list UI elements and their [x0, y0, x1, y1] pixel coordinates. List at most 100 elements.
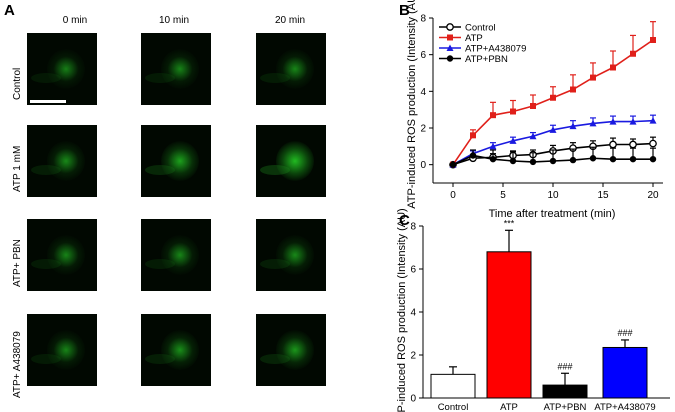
x-tick-label: 20 — [647, 190, 659, 201]
category-label: ATP+A438079 — [594, 402, 655, 412]
microscopy-tile — [256, 33, 326, 105]
legend-label: ATP+PBN — [465, 54, 508, 65]
microscopy-tile — [27, 33, 97, 105]
data-point — [530, 103, 536, 109]
data-point — [510, 108, 516, 115]
data-point — [650, 37, 656, 43]
y-tick-label: 8 — [410, 222, 416, 233]
legend-entry: Control — [439, 23, 496, 34]
data-point — [509, 157, 517, 165]
microscopy-tile — [27, 314, 97, 386]
data-point — [629, 118, 637, 125]
timepoint-label: 10 min — [158, 15, 189, 26]
microscopy-tile — [141, 125, 211, 197]
microscopy-tile — [256, 219, 326, 291]
significance-label: *** — [504, 218, 515, 228]
data-point — [529, 158, 537, 166]
cell-process — [31, 354, 61, 364]
microscopy-tile — [141, 33, 211, 105]
y-tick-label: 6 — [420, 50, 426, 61]
data-point — [649, 139, 657, 148]
data-point — [449, 161, 457, 168]
bar-group: Control — [430, 366, 476, 412]
cell-process — [260, 354, 290, 364]
cell-fluorescence — [276, 235, 314, 275]
bar — [486, 251, 532, 399]
cell-process — [31, 165, 61, 175]
data-point — [447, 34, 453, 41]
cell-fluorescence — [47, 235, 85, 275]
cell-process — [31, 73, 61, 83]
y-axis-label: ATP-induced ROS production (Intensity (A… — [396, 208, 408, 412]
panel-letter-b: B — [399, 2, 410, 19]
data-point — [589, 119, 597, 127]
cell-fluorescence — [161, 141, 199, 181]
data-point — [549, 126, 557, 133]
data-point — [446, 55, 454, 62]
y-tick-label: 6 — [410, 265, 416, 276]
timepoint-label: 0 min — [62, 15, 88, 26]
microscopy-tile — [141, 219, 211, 291]
y-tick-label: 4 — [410, 308, 416, 319]
category-label: ATP+PBN — [544, 402, 587, 412]
data-point — [470, 132, 476, 139]
panel-letter-c: C — [399, 212, 410, 229]
data-point — [446, 44, 454, 51]
cell-fluorescence — [276, 141, 314, 181]
cell-process — [145, 259, 175, 269]
cell-fluorescence — [276, 330, 314, 370]
cell-fluorescence — [161, 330, 199, 370]
panel-letter-a: A — [4, 2, 15, 19]
data-point — [649, 155, 657, 163]
data-point — [609, 118, 617, 125]
series-atp-pbn — [449, 146, 657, 168]
cell-process — [145, 354, 175, 364]
y-tick-label: 0 — [420, 160, 426, 171]
cell-fluorescence — [161, 49, 199, 89]
data-point — [490, 112, 496, 119]
cell-process — [260, 259, 290, 269]
data-point — [629, 155, 637, 163]
x-axis-label: Time after treatment (min) — [489, 208, 616, 220]
cell-fluorescence — [47, 141, 85, 181]
cell-process — [260, 165, 290, 175]
cell-process — [260, 73, 290, 83]
y-axis-label: ATP-induced ROS production (Intensity (A… — [406, 0, 418, 209]
legend-entry: ATP — [439, 33, 483, 44]
data-point — [649, 117, 657, 124]
data-point — [489, 155, 497, 163]
data-point — [509, 137, 517, 144]
category-label: ATP — [500, 402, 518, 412]
data-point — [569, 122, 577, 130]
cell-process — [31, 259, 61, 269]
data-point — [610, 64, 616, 71]
data-point — [446, 23, 454, 31]
y-tick-label: 0 — [410, 394, 416, 405]
bar-group: ATP+PBN ### — [542, 361, 588, 412]
cell-process — [145, 165, 175, 175]
cell-fluorescence — [47, 330, 85, 370]
microscopy-tile — [256, 125, 326, 197]
data-point — [589, 155, 597, 162]
microscopy-tile — [256, 314, 326, 386]
data-point — [590, 74, 596, 81]
data-point — [630, 50, 636, 57]
x-tick-label: 0 — [450, 190, 456, 201]
bar-group: ATP+A438079 ### — [594, 328, 655, 412]
cell-fluorescence — [47, 49, 85, 89]
x-tick-label: 5 — [500, 190, 506, 201]
bar — [542, 384, 588, 399]
data-point — [489, 142, 497, 150]
data-point — [550, 94, 556, 101]
bar — [430, 373, 476, 399]
cell-fluorescence — [161, 235, 199, 275]
y-tick-label: 8 — [420, 14, 426, 25]
y-tick-label: 2 — [410, 351, 416, 362]
data-point — [569, 156, 577, 164]
microscopy-tile — [27, 125, 97, 197]
scale-bar — [30, 100, 66, 103]
bar — [602, 346, 648, 399]
x-tick-label: 15 — [597, 190, 609, 201]
microscopy-tile — [27, 219, 97, 291]
